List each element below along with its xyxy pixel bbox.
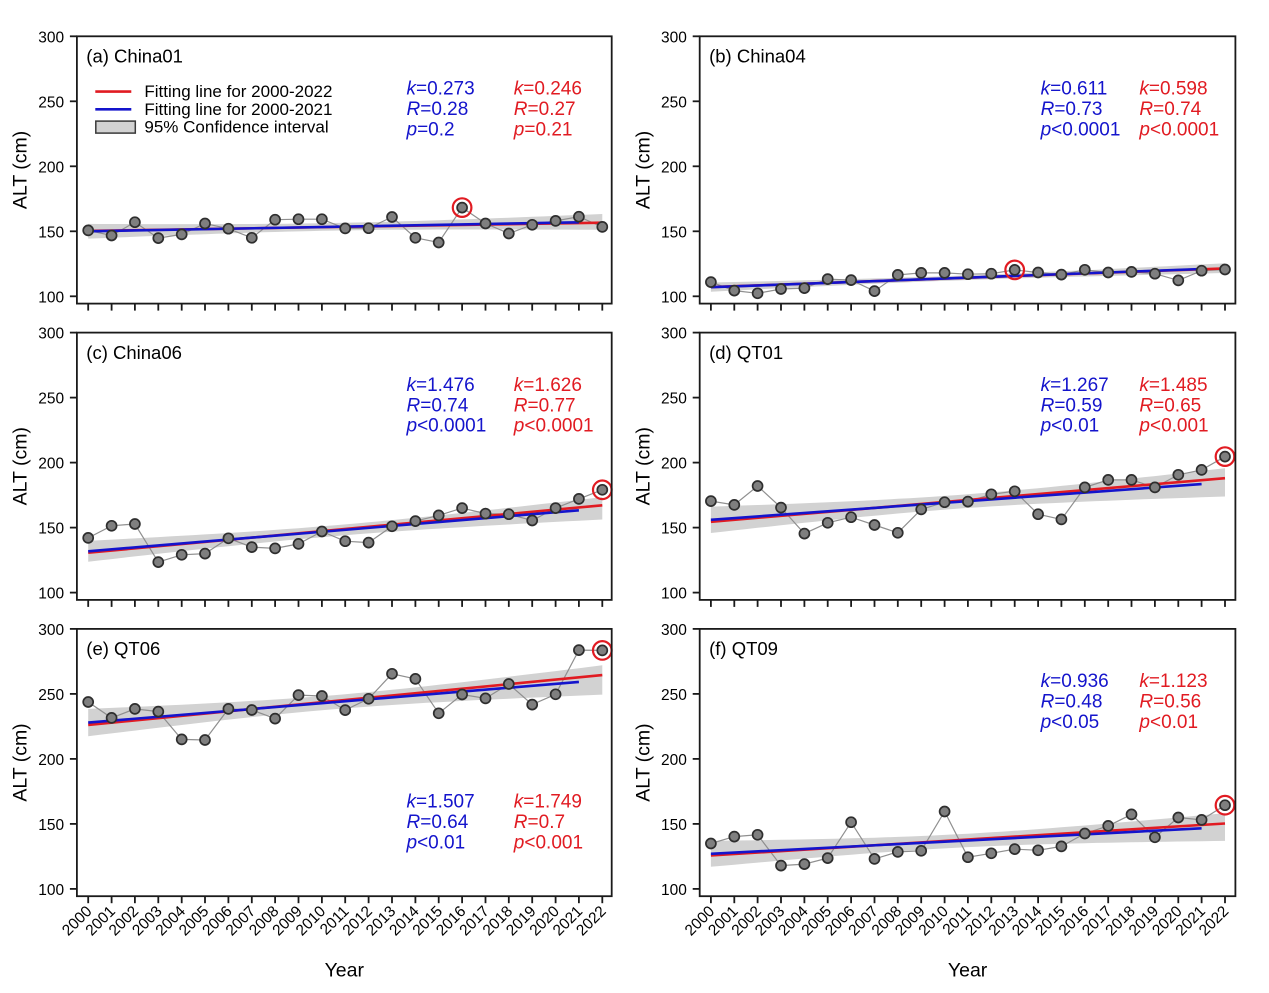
svg-text:p<0.001: p<0.001	[513, 832, 583, 853]
svg-text:p<0.0001: p<0.0001	[406, 416, 487, 437]
svg-text:300: 300	[661, 29, 687, 46]
svg-text:(a) China01: (a) China01	[86, 46, 183, 67]
svg-text:p<0.0001: p<0.0001	[1138, 119, 1219, 140]
svg-text:(c) China06: (c) China06	[86, 342, 182, 363]
svg-text:ALT (cm): ALT (cm)	[632, 723, 654, 801]
svg-text:200: 200	[38, 456, 64, 473]
svg-text:k=1.123: k=1.123	[1139, 671, 1207, 692]
svg-text:(b) China04: (b) China04	[709, 46, 806, 67]
svg-text:100: 100	[661, 586, 687, 603]
svg-text:p<0.01: p<0.01	[1040, 416, 1100, 437]
svg-text:R=0.27: R=0.27	[514, 99, 576, 120]
svg-text:300: 300	[661, 326, 687, 343]
svg-text:200: 200	[661, 456, 687, 473]
svg-text:R=0.28: R=0.28	[407, 99, 469, 120]
svg-text:R=0.74: R=0.74	[1139, 99, 1201, 120]
svg-text:k=1.749: k=1.749	[514, 792, 582, 813]
svg-text:200: 200	[38, 752, 64, 769]
svg-text:k=0.598: k=0.598	[1139, 79, 1207, 100]
svg-text:250: 250	[661, 391, 687, 408]
svg-text:100: 100	[661, 882, 687, 899]
svg-text:p=0.21: p=0.21	[513, 119, 573, 140]
svg-text:p=0.2: p=0.2	[406, 119, 455, 140]
svg-text:p<0.0001: p<0.0001	[513, 416, 594, 437]
svg-text:p<0.01: p<0.01	[1138, 712, 1198, 733]
svg-text:150: 150	[38, 224, 64, 241]
svg-text:100: 100	[38, 586, 64, 603]
svg-text:R=0.65: R=0.65	[1139, 395, 1201, 416]
svg-text:ALT (cm): ALT (cm)	[632, 427, 654, 505]
svg-text:Year: Year	[948, 960, 988, 982]
svg-text:250: 250	[661, 94, 687, 111]
svg-text:150: 150	[38, 521, 64, 538]
svg-text:300: 300	[661, 622, 687, 639]
svg-text:ALT (cm): ALT (cm)	[10, 131, 32, 209]
svg-text:200: 200	[661, 752, 687, 769]
svg-text:200: 200	[661, 159, 687, 176]
svg-text:100: 100	[38, 882, 64, 899]
svg-text:p<0.01: p<0.01	[406, 832, 466, 853]
svg-text:300: 300	[38, 29, 64, 46]
svg-text:150: 150	[38, 817, 64, 834]
svg-text:R=0.56: R=0.56	[1139, 692, 1201, 713]
svg-text:k=1.267: k=1.267	[1041, 375, 1109, 396]
svg-text:k=1.507: k=1.507	[407, 792, 475, 813]
svg-text:150: 150	[661, 521, 687, 538]
svg-text:300: 300	[38, 622, 64, 639]
svg-text:k=0.246: k=0.246	[514, 79, 582, 100]
svg-text:R=0.77: R=0.77	[514, 395, 576, 416]
svg-text:Year: Year	[325, 960, 365, 982]
svg-text:100: 100	[661, 289, 687, 306]
svg-text:p<0.0001: p<0.0001	[1040, 119, 1121, 140]
svg-text:150: 150	[661, 224, 687, 241]
svg-text:R=0.48: R=0.48	[1041, 692, 1103, 713]
svg-text:250: 250	[661, 687, 687, 704]
svg-text:R=0.74: R=0.74	[407, 395, 469, 416]
svg-text:250: 250	[38, 687, 64, 704]
svg-text:(d) QT01: (d) QT01	[709, 342, 783, 363]
svg-text:95% Confidence interval: 95% Confidence interval	[144, 118, 328, 137]
svg-text:(e) QT06: (e) QT06	[86, 638, 160, 659]
svg-text:k=0.936: k=0.936	[1041, 671, 1109, 692]
svg-text:k=0.611: k=0.611	[1041, 79, 1108, 100]
svg-text:250: 250	[38, 391, 64, 408]
svg-text:250: 250	[38, 94, 64, 111]
svg-text:ALT (cm): ALT (cm)	[10, 723, 32, 801]
svg-text:k=1.476: k=1.476	[407, 375, 475, 396]
svg-text:R=0.7: R=0.7	[514, 812, 565, 833]
svg-text:200: 200	[38, 159, 64, 176]
svg-text:p<0.001: p<0.001	[1138, 416, 1208, 437]
svg-text:150: 150	[661, 817, 687, 834]
svg-text:k=1.485: k=1.485	[1139, 375, 1207, 396]
svg-text:R=0.64: R=0.64	[407, 812, 469, 833]
svg-text:300: 300	[38, 326, 64, 343]
svg-text:Fitting line for 2000-2021: Fitting line for 2000-2021	[144, 100, 332, 119]
svg-text:ALT (cm): ALT (cm)	[632, 131, 654, 209]
svg-text:p<0.05: p<0.05	[1040, 712, 1100, 733]
svg-text:R=0.73: R=0.73	[1041, 99, 1103, 120]
svg-text:ALT (cm): ALT (cm)	[10, 427, 32, 505]
svg-text:100: 100	[38, 289, 64, 306]
svg-text:(f) QT09: (f) QT09	[709, 638, 778, 659]
svg-text:R=0.59: R=0.59	[1041, 395, 1103, 416]
svg-text:k=1.626: k=1.626	[514, 375, 582, 396]
svg-text:Fitting line for 2000-2022: Fitting line for 2000-2022	[144, 82, 332, 101]
svg-text:k=0.273: k=0.273	[407, 79, 475, 100]
